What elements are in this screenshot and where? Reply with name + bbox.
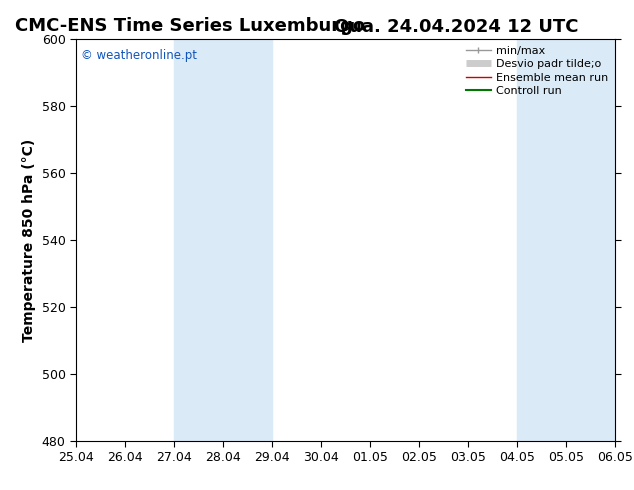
- Text: Qua. 24.04.2024 12 UTC: Qua. 24.04.2024 12 UTC: [334, 17, 579, 35]
- Legend: min/max, Desvio padr tilde;o, Ensemble mean run, Controll run: min/max, Desvio padr tilde;o, Ensemble m…: [462, 42, 612, 100]
- Bar: [517, 39, 615, 441]
- Bar: [174, 39, 272, 441]
- Text: © weatheronline.pt: © weatheronline.pt: [81, 49, 197, 62]
- Y-axis label: Temperature 850 hPa (°C): Temperature 850 hPa (°C): [22, 139, 36, 342]
- Text: CMC-ENS Time Series Luxemburgo: CMC-ENS Time Series Luxemburgo: [15, 17, 365, 35]
